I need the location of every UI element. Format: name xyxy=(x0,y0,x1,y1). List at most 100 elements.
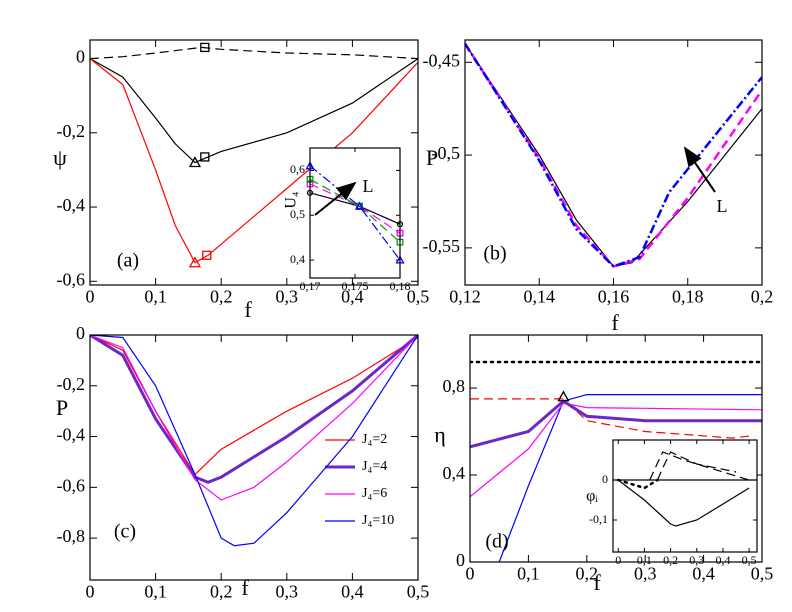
x-axis-label: f xyxy=(611,310,619,335)
series-line xyxy=(310,183,400,234)
y-tick-label: -0,2 xyxy=(57,121,86,141)
x-tick-label: 0,4 xyxy=(715,553,730,567)
series-line xyxy=(470,402,762,498)
x-tick-label: 0,4 xyxy=(341,287,364,307)
annotation-arrow xyxy=(314,181,357,216)
x-tick-label: 0,4 xyxy=(341,582,364,602)
x-tick-label: 0,14 xyxy=(524,287,556,307)
x-tick-label: 0 xyxy=(86,287,95,307)
y-tick-label: 0,4 xyxy=(443,463,466,483)
x-tick-label: 0,18 xyxy=(390,279,411,293)
x-tick-label: 0,1 xyxy=(517,564,540,584)
plot-frame xyxy=(309,147,401,279)
y-axis-label: ψ xyxy=(53,145,67,170)
series xyxy=(465,43,762,268)
x-tick-label: 0,16 xyxy=(598,287,630,307)
series-line xyxy=(470,399,762,449)
x-tick-label: 0,1 xyxy=(144,582,167,602)
series xyxy=(310,165,400,261)
x-tick-label: 0,3 xyxy=(276,582,299,602)
y-tick-label: 0,6 xyxy=(290,162,305,176)
marker xyxy=(188,156,202,168)
x-tick-label: 0,175 xyxy=(342,279,369,293)
annotation: L xyxy=(717,196,728,216)
x-tick-label: 0,4 xyxy=(692,564,715,584)
panel-label: (a) xyxy=(117,250,139,272)
panel-label: (b) xyxy=(483,243,506,265)
series-line xyxy=(649,451,750,481)
series-line xyxy=(90,335,418,547)
y-tick-label: 0,4 xyxy=(290,252,305,266)
plot-frame xyxy=(469,334,763,563)
x-tick-label: 0,3 xyxy=(634,564,657,584)
marker xyxy=(200,152,210,162)
series-line xyxy=(90,335,418,476)
x-tick-label: 0,5 xyxy=(407,287,430,307)
panel-label: (d) xyxy=(485,531,508,553)
series-line xyxy=(656,451,737,481)
y-tick-label: -0,1 xyxy=(589,512,608,526)
plot-area xyxy=(310,148,400,278)
x-tick-label: 0,2 xyxy=(210,582,233,602)
plot-frame xyxy=(89,334,419,581)
plot-area xyxy=(465,40,762,285)
x-tick-label: 0,3 xyxy=(689,553,704,567)
panel-label: (c) xyxy=(114,521,136,543)
plot-frame xyxy=(464,39,763,286)
legend-label: J₄=2 xyxy=(362,432,387,447)
x-tick-label: 0,2 xyxy=(751,287,774,307)
series-line xyxy=(90,58,418,164)
y-tick-label: -0,4 xyxy=(57,425,86,445)
y-axis-label: U₄ xyxy=(283,191,300,209)
series xyxy=(470,402,762,498)
series xyxy=(90,335,418,547)
x-tick-label: 0,17 xyxy=(300,279,321,293)
x-tick-label: 0,2 xyxy=(576,564,599,584)
x-tick-label: 0,1 xyxy=(144,287,167,307)
x-axis-label: f xyxy=(241,575,249,600)
y-tick-label: 0,5 xyxy=(290,207,305,221)
series xyxy=(656,451,737,481)
series-line xyxy=(617,479,750,527)
legend-label: J₄=10 xyxy=(362,513,394,528)
y-axis-label: η xyxy=(434,422,446,447)
x-tick-label: 0 xyxy=(615,553,621,567)
series-line xyxy=(90,46,418,60)
x-axis-label: f xyxy=(593,570,601,595)
y-tick-label: -0,6 xyxy=(57,269,86,289)
x-tick-label: 0,2 xyxy=(210,287,233,307)
y-tick-label: 0 xyxy=(602,472,608,486)
series xyxy=(90,335,418,501)
x-axis-label: f xyxy=(244,297,252,322)
series xyxy=(465,43,762,268)
series xyxy=(470,398,751,439)
y-tick-label: -0,55 xyxy=(423,236,461,256)
series-line xyxy=(90,335,418,484)
series-line xyxy=(465,43,762,268)
series xyxy=(90,46,418,60)
marker xyxy=(557,390,570,402)
series-line xyxy=(470,398,751,439)
y-tick-label: -0,2 xyxy=(57,374,86,394)
series xyxy=(90,58,418,164)
y-axis-label: φᵢ xyxy=(586,488,598,505)
series xyxy=(617,479,750,527)
series-line xyxy=(310,165,400,261)
legend-label: J₄=6 xyxy=(362,486,387,501)
x-tick-label: 0 xyxy=(466,564,475,584)
y-tick-label: 0 xyxy=(76,47,85,67)
marker xyxy=(188,256,202,268)
y-tick-label: 0,8 xyxy=(443,376,466,396)
y-tick-label: -0,8 xyxy=(57,526,86,546)
series xyxy=(649,451,750,481)
series xyxy=(310,183,400,234)
marker xyxy=(200,42,210,53)
series xyxy=(616,478,659,490)
plot-frame xyxy=(612,439,758,553)
x-tick-label: 0,18 xyxy=(672,287,704,307)
annotation-arrow xyxy=(683,146,716,193)
plot-frame xyxy=(89,39,419,286)
y-tick-label: -0,5 xyxy=(432,143,461,163)
series-line xyxy=(90,335,418,501)
